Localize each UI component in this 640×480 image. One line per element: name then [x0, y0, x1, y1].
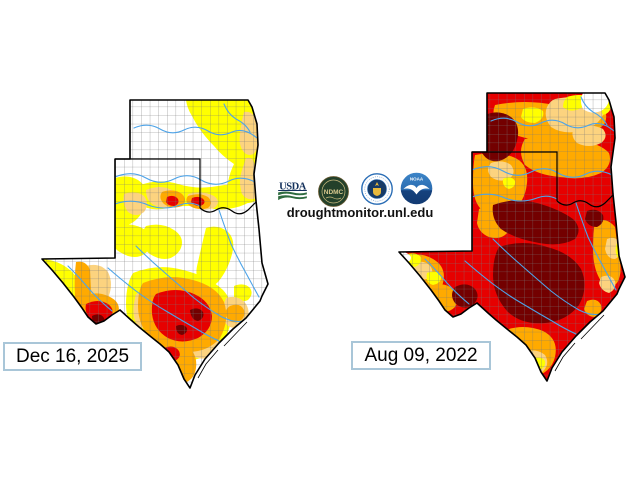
noaa-logo: NOAA: [400, 172, 433, 205]
right-map-date-label: Aug 09, 2022: [351, 341, 491, 370]
state-borders: [41, 99, 269, 389]
state-borders: [398, 92, 626, 382]
rivers: [424, 96, 617, 335]
drought-monitor-url: droughtmonitor.unl.edu: [286, 205, 434, 220]
noaa-seagull-icon: [403, 184, 430, 195]
left-map-date-label: Dec 16, 2025: [3, 342, 142, 371]
doc-seal-logo: [361, 173, 393, 205]
rivers: [67, 103, 260, 342]
ndmc-logo-text: NDMC: [324, 189, 344, 196]
usda-logo-text: USDA: [279, 182, 307, 193]
noaa-logo-text: NOAA: [410, 177, 424, 182]
ndmc-logo: NDMC: [318, 176, 349, 207]
usda-logo: USDA: [276, 180, 309, 202]
doc-eagle-icon: [375, 182, 379, 186]
